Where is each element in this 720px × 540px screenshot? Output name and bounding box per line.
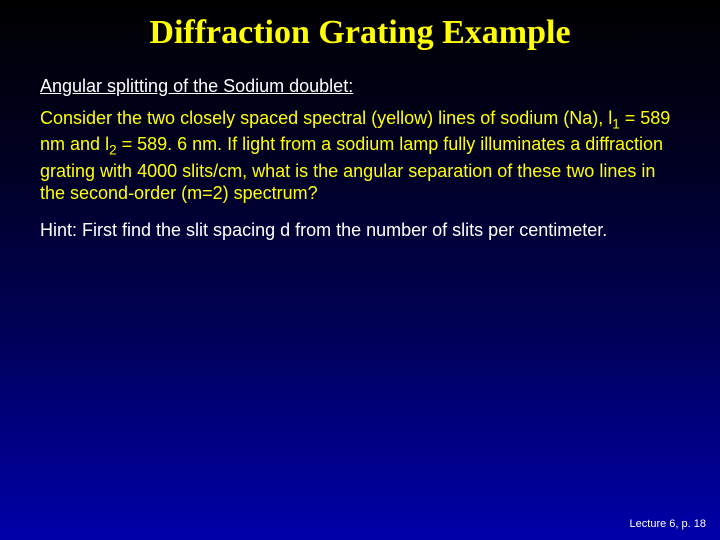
slide-title: Diffraction Grating Example: [40, 14, 680, 52]
slide-footer: Lecture 6, p. 18: [630, 518, 706, 530]
slide: Diffraction Grating Example Angular spli…: [0, 0, 720, 540]
and: and: [65, 134, 105, 154]
problem-text: Consider the two closely spaced spectral…: [40, 107, 680, 205]
lambda-2-sub: 2: [109, 143, 117, 158]
subtitle: Angular splitting of the Sodium doublet:: [40, 76, 680, 97]
body-t1: Consider the two closely spaced spectral…: [40, 108, 608, 128]
hint-text: Hint: First find the slit spacing d from…: [40, 219, 680, 242]
slits: 4000 slits/cm: [137, 161, 242, 181]
eq2: = 589. 6 nm: [117, 134, 218, 154]
hint-label: Hint:: [40, 220, 77, 240]
hint-body: First find the slit spacing d from the n…: [77, 220, 607, 240]
lambda-1-sub: 1: [612, 117, 620, 132]
